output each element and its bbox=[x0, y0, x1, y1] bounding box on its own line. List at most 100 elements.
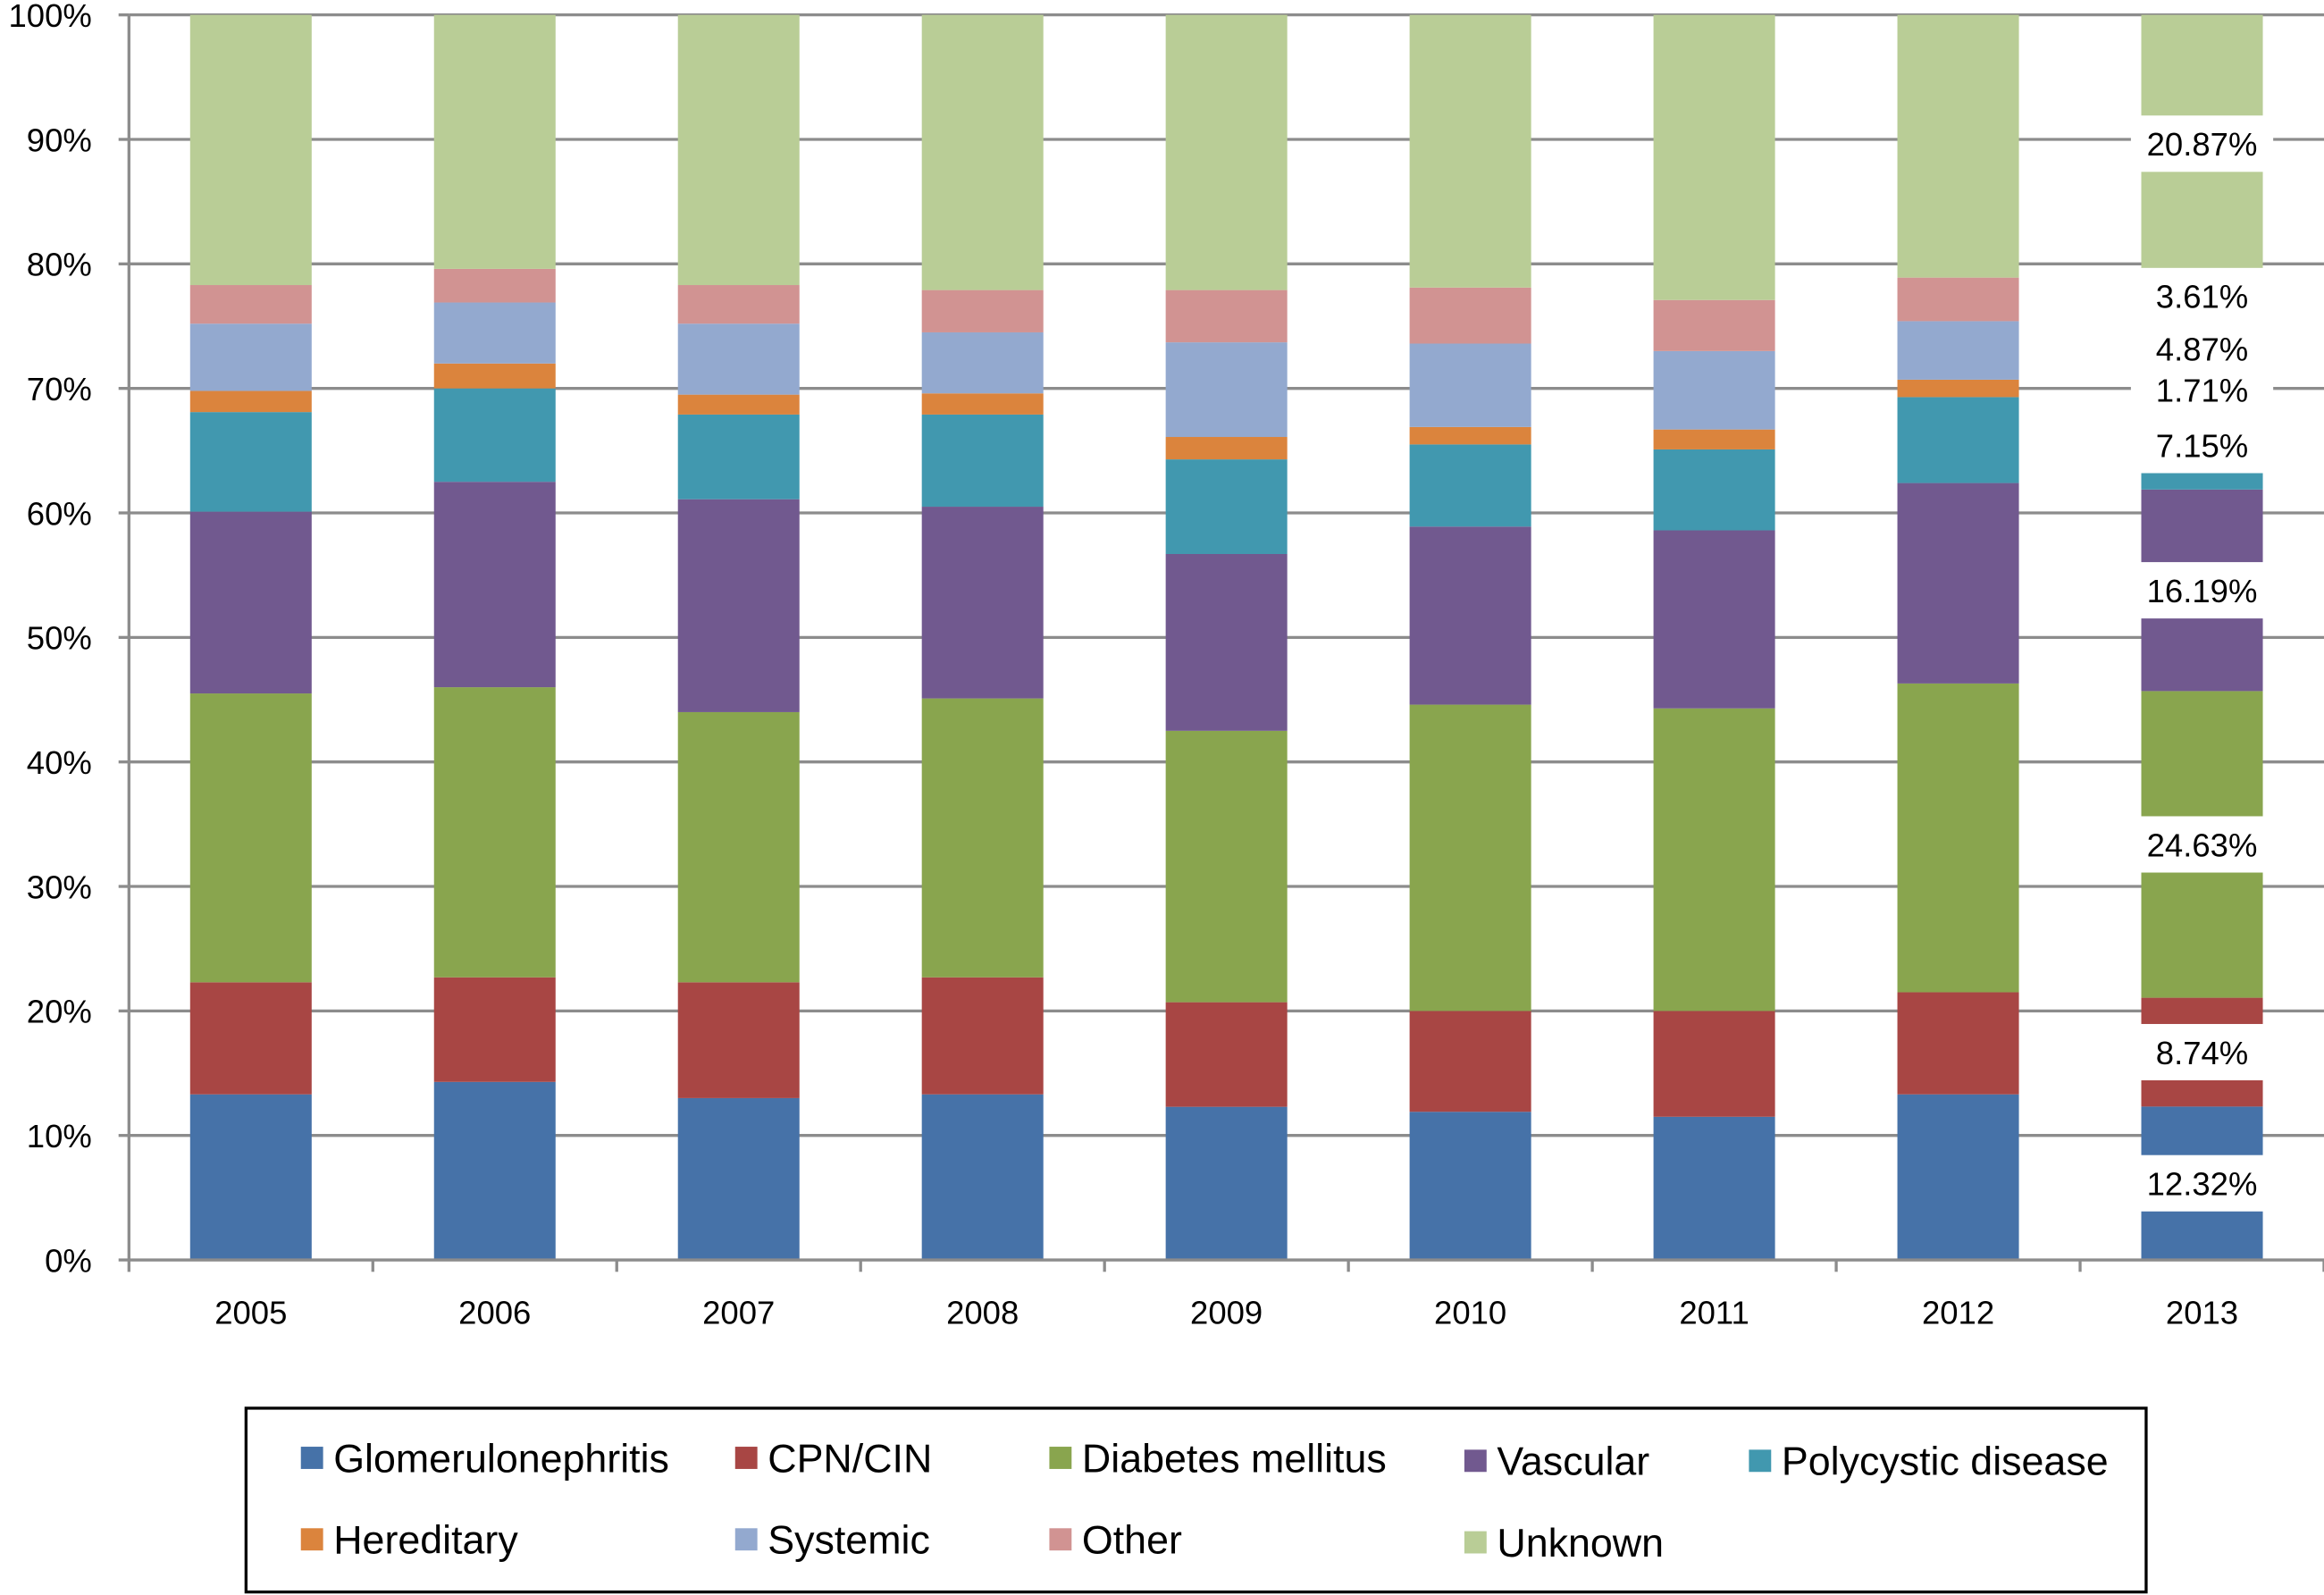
bar-segment-2006-hereditary bbox=[433, 363, 556, 389]
bar-segment-2007-other bbox=[677, 285, 800, 324]
y-tick-label: 70% bbox=[27, 371, 92, 407]
bar-segment-2008-cpn-cin bbox=[921, 977, 1044, 1095]
bar-segment-2007-cpn-cin bbox=[677, 982, 800, 1098]
bar-segment-2011-unknown bbox=[1653, 14, 1775, 300]
legend-label: CPN/CIN bbox=[768, 1436, 932, 1481]
x-tick-label: 2006 bbox=[458, 1294, 531, 1331]
bar-segment-2008-hereditary bbox=[921, 393, 1044, 415]
bar-segment-2010-systemic bbox=[1409, 343, 1531, 427]
legend-swatch bbox=[300, 1447, 323, 1469]
legend-swatch bbox=[1749, 1449, 1772, 1473]
legend-label: Other bbox=[1082, 1517, 1182, 1562]
legend-label: Glomerulonephritis bbox=[333, 1436, 669, 1481]
bar-segment-2012-cpn-cin bbox=[1897, 992, 2019, 1095]
bar-segment-2012-hereditary bbox=[1897, 379, 2019, 398]
bar-segment-2009-unknown bbox=[1165, 14, 1288, 290]
y-tick-label: 80% bbox=[27, 247, 92, 283]
bar-segment-2007-vascular bbox=[677, 499, 800, 712]
bar-segment-2011-systemic bbox=[1653, 350, 1775, 430]
x-tick-label: 2009 bbox=[1190, 1294, 1263, 1331]
data-label-bg bbox=[2130, 320, 2274, 377]
bar-segment-2006-other bbox=[433, 268, 556, 303]
bar-segment-2005-unknown bbox=[189, 14, 312, 286]
bar-segment-2009-systemic bbox=[1165, 342, 1288, 438]
bar-segment-2010-diabetes-mellitus bbox=[1409, 704, 1531, 1012]
data-label: 12.32% bbox=[2147, 1165, 2258, 1202]
legend-swatch bbox=[734, 1528, 758, 1551]
bar-segment-2009-hereditary bbox=[1165, 437, 1288, 460]
legend-label: Polycystic disease bbox=[1782, 1440, 2109, 1484]
y-tick-label: 90% bbox=[27, 122, 92, 158]
y-tick-label: 10% bbox=[27, 1118, 92, 1154]
y-tick-label: 20% bbox=[27, 994, 92, 1030]
bar-segment-2007-diabetes-mellitus bbox=[677, 711, 800, 983]
bar-segment-2012-other bbox=[1897, 277, 2019, 322]
legend-swatch bbox=[300, 1528, 323, 1551]
data-label: 16.19% bbox=[2147, 573, 2258, 609]
y-tick-label: 100% bbox=[9, 0, 92, 34]
legend-box bbox=[244, 1406, 2148, 1594]
bar-segment-2010-cpn-cin bbox=[1409, 1011, 1531, 1112]
bar-segment-2012-diabetes-mellitus bbox=[1897, 683, 2019, 993]
bar-segment-2008-glomerulonephritis bbox=[921, 1094, 1044, 1261]
bar-segment-2006-cpn-cin bbox=[433, 977, 556, 1082]
y-tick-label: 0% bbox=[45, 1242, 92, 1279]
bar-segment-2011-glomerulonephritis bbox=[1653, 1116, 1775, 1261]
data-label-bg bbox=[2130, 1154, 2274, 1212]
bar-segment-2007-hereditary bbox=[677, 394, 800, 415]
bar-segment-2006-diabetes-mellitus bbox=[433, 687, 556, 978]
x-tick-label: 2013 bbox=[2166, 1294, 2238, 1331]
bar-segment-2009-polycystic-disease bbox=[1165, 459, 1288, 554]
bar-segment-2012-glomerulonephritis bbox=[1897, 1094, 2019, 1261]
bar-segment-2007-glomerulonephritis bbox=[677, 1097, 800, 1261]
legend-swatch bbox=[1049, 1447, 1072, 1469]
bar-segment-2009-diabetes-mellitus bbox=[1165, 730, 1288, 1003]
bar-segment-2005-polycystic-disease bbox=[189, 412, 312, 512]
data-label-bg bbox=[2130, 115, 2274, 172]
data-label: 4.87% bbox=[2156, 332, 2248, 368]
y-tick-label: 40% bbox=[27, 744, 92, 781]
bar-segment-2005-diabetes-mellitus bbox=[189, 693, 312, 983]
bar-segment-2009-other bbox=[1165, 290, 1288, 343]
data-label-bg bbox=[2130, 816, 2274, 873]
legend-label: Diabetes mellitus bbox=[1082, 1436, 1387, 1481]
bar-segment-2007-unknown bbox=[677, 14, 800, 286]
data-label: 3.61% bbox=[2156, 279, 2248, 315]
data-label-bg bbox=[2130, 267, 2274, 324]
x-tick-label: 2007 bbox=[702, 1294, 775, 1331]
bar-segment-2005-vascular bbox=[189, 511, 312, 694]
legend-swatch bbox=[1464, 1449, 1487, 1473]
bar-segment-2009-cpn-cin bbox=[1165, 1002, 1288, 1107]
bar-segment-2005-hereditary bbox=[189, 390, 312, 413]
axes: 0% 10% 20% 30% 40% 50% 60% 70% 80% 90% 100% 2005 200… bbox=[9, 0, 2324, 1331]
data-labels: 12.32% 8.74% 24.63% 16.19% 7.15% 1.71% 4.87% 3.… bbox=[2130, 115, 2274, 1212]
bar-segment-2007-polycystic-disease bbox=[677, 414, 800, 499]
data-label: 20.87% bbox=[2147, 126, 2258, 163]
bar-segment-2005-cpn-cin bbox=[189, 982, 312, 1095]
bar-segment-2010-other bbox=[1409, 287, 1531, 344]
bar-segment-2006-systemic bbox=[433, 302, 556, 364]
legend-label: Vascular bbox=[1497, 1440, 1649, 1484]
bar-segment-2012-vascular bbox=[1897, 483, 2019, 684]
bar-segment-2011-vascular bbox=[1653, 530, 1775, 709]
y-tick-label: 60% bbox=[27, 495, 92, 532]
bar-segment-2011-cpn-cin bbox=[1653, 1011, 1775, 1117]
bar-segment-2011-polycystic-disease bbox=[1653, 449, 1775, 531]
bar-segment-2008-polycystic-disease bbox=[921, 414, 1044, 508]
bar-segment-2006-unknown bbox=[433, 14, 556, 269]
data-label: 8.74% bbox=[2156, 1035, 2248, 1071]
bar-segment-2008-diabetes-mellitus bbox=[921, 698, 1044, 978]
bar-segment-2005-systemic bbox=[189, 323, 312, 391]
bar-segment-2010-polycystic-disease bbox=[1409, 444, 1531, 527]
legend-label: Unknown bbox=[1497, 1521, 1664, 1566]
bar-segment-2008-unknown bbox=[921, 14, 1044, 290]
bar-segment-2006-polycystic-disease bbox=[433, 388, 556, 483]
bar-segment-2011-diabetes-mellitus bbox=[1653, 708, 1775, 1012]
bar-segment-2008-systemic bbox=[921, 332, 1044, 394]
x-tick-label: 2010 bbox=[1434, 1294, 1506, 1331]
bar-segment-2006-vascular bbox=[433, 482, 556, 688]
bar-segment-2009-glomerulonephritis bbox=[1165, 1106, 1288, 1261]
x-tick-label: 2008 bbox=[946, 1294, 1019, 1331]
bar-segment-2010-glomerulonephritis bbox=[1409, 1112, 1531, 1261]
